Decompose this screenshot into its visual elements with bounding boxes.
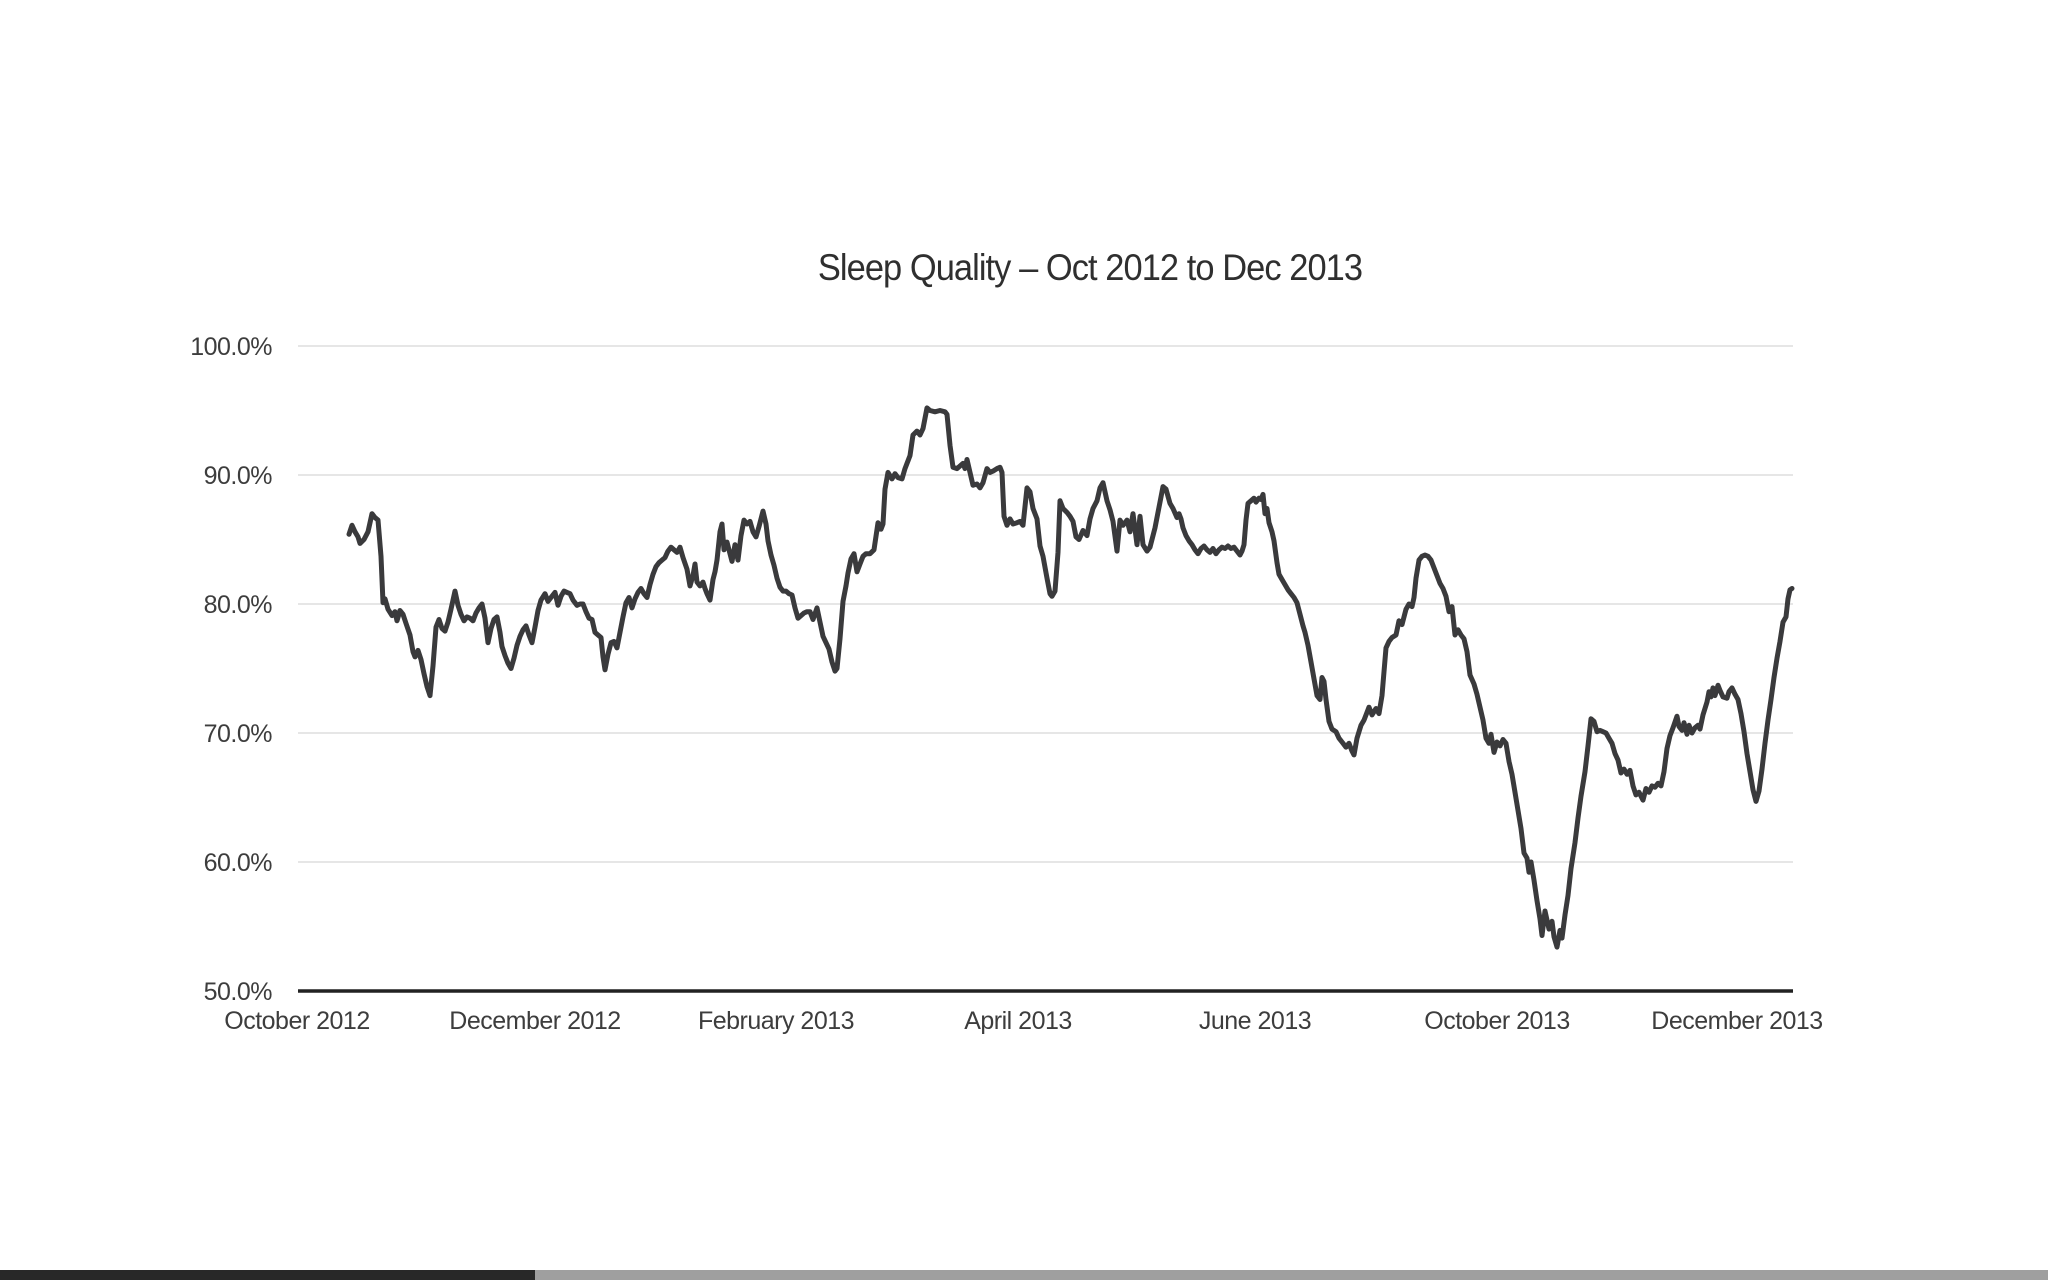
x-tick-label: December 2012 <box>449 1007 620 1035</box>
x-tick-label: June 2013 <box>1199 1007 1311 1035</box>
x-tick-label: April 2013 <box>964 1007 1072 1035</box>
bottom-progress-fill <box>0 1270 535 1280</box>
y-tick-label: 50.0% <box>204 978 273 1006</box>
y-tick-label: 60.0% <box>204 849 273 877</box>
x-tick-label: October 2013 <box>1424 1007 1570 1035</box>
y-tick-label: 80.0% <box>204 591 273 619</box>
y-tick-label: 90.0% <box>204 462 273 490</box>
series-line <box>346 405 1795 950</box>
y-tick-label: 100.0% <box>190 333 272 361</box>
y-tick-label: 70.0% <box>204 720 273 748</box>
x-tick-label: December 2013 <box>1651 1007 1822 1035</box>
x-tick-label: February 2013 <box>698 1007 854 1035</box>
x-tick-label: October 2012 <box>224 1007 370 1035</box>
chart-title: Sleep Quality – Oct 2012 to Dec 2013 <box>817 247 1363 288</box>
bottom-progress-bar <box>0 1270 2048 1280</box>
